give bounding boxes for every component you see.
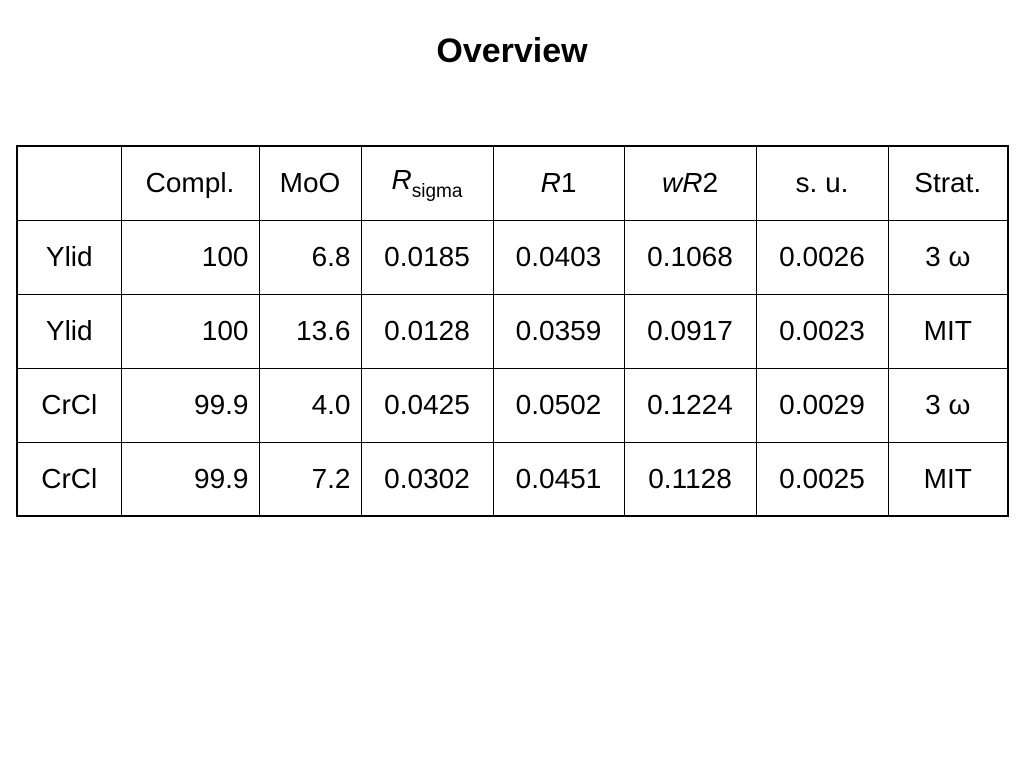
data-cell: 4.0	[258, 367, 362, 443]
header-text: sigma	[411, 180, 463, 202]
data-cell: MIT	[887, 293, 1009, 369]
data-cell: 0.0451	[492, 441, 625, 517]
data-cell: 0.0917	[623, 293, 757, 369]
overview-table: Compl. MoO Rsigma R1 wR2 s. u. Strat. Ylid 100 6.…	[16, 145, 1009, 517]
data-cell: 0.0302	[360, 441, 494, 517]
data-cell: 99.9	[120, 367, 260, 443]
header-row: Compl. MoO Rsigma R1 wR2 s. u. Strat.	[16, 145, 1009, 221]
row-label: Ylid	[16, 293, 122, 369]
data-cell: 7.2	[258, 441, 362, 517]
data-cell: 100	[120, 219, 260, 295]
data-cell: 100	[120, 293, 260, 369]
data-cell: 3 ω	[887, 367, 1009, 443]
data-cell: MIT	[887, 441, 1009, 517]
data-cell: 0.0025	[755, 441, 889, 517]
header-text: s. u.	[795, 167, 849, 199]
data-cell: 0.0425	[360, 367, 494, 443]
data-cell: 0.0029	[755, 367, 889, 443]
data-cell: 0.1068	[623, 219, 757, 295]
row-label: CrCl	[16, 367, 122, 443]
header-text: R	[391, 163, 412, 195]
data-cell: 0.0023	[755, 293, 889, 369]
header-cell: Rsigma	[360, 145, 494, 221]
header-text: 2	[702, 167, 719, 199]
header-text: MoO	[279, 167, 341, 199]
data-cell: 99.9	[120, 441, 260, 517]
row-label: Ylid	[16, 219, 122, 295]
data-cell: 6.8	[258, 219, 362, 295]
header-text: wR	[661, 167, 703, 199]
header-cell: s. u.	[755, 145, 889, 221]
data-cell: 0.1224	[623, 367, 757, 443]
data-cell: 0.0026	[755, 219, 889, 295]
data-cell: 13.6	[258, 293, 362, 369]
data-cell: 0.1128	[623, 441, 757, 517]
data-row: CrCl 99.9 4.0 0.0425 0.0502 0.1224 0.0029 3 ω	[16, 367, 1009, 443]
data-row: Ylid 100 6.8 0.0185 0.0403 0.1068 0.0026 3 ω	[16, 219, 1009, 295]
data-row: CrCl 99.9 7.2 0.0302 0.0451 0.1128 0.0025 MIT	[16, 441, 1009, 517]
header-cell: wR2	[623, 145, 757, 221]
data-row: Ylid 100 13.6 0.0128 0.0359 0.0917 0.0023 MIT	[16, 293, 1009, 369]
slide-title: Overview	[436, 32, 588, 70]
data-cell: 0.0502	[492, 367, 625, 443]
header-text: R	[540, 167, 561, 199]
header-cell: Strat.	[887, 145, 1009, 221]
data-cell: 0.0359	[492, 293, 625, 369]
data-cell: 0.0403	[492, 219, 625, 295]
data-cell: 3 ω	[887, 219, 1009, 295]
data-cell: 0.0185	[360, 219, 494, 295]
header-cell: MoO	[258, 145, 362, 221]
header-cell: Compl.	[120, 145, 260, 221]
header-text: Compl.	[145, 167, 235, 199]
header-cell: R1	[492, 145, 625, 221]
header-text: 1	[560, 167, 577, 199]
header-text: Strat.	[914, 167, 982, 199]
data-cell: 0.0128	[360, 293, 494, 369]
corner-cell	[16, 145, 122, 221]
row-label: CrCl	[16, 441, 122, 517]
